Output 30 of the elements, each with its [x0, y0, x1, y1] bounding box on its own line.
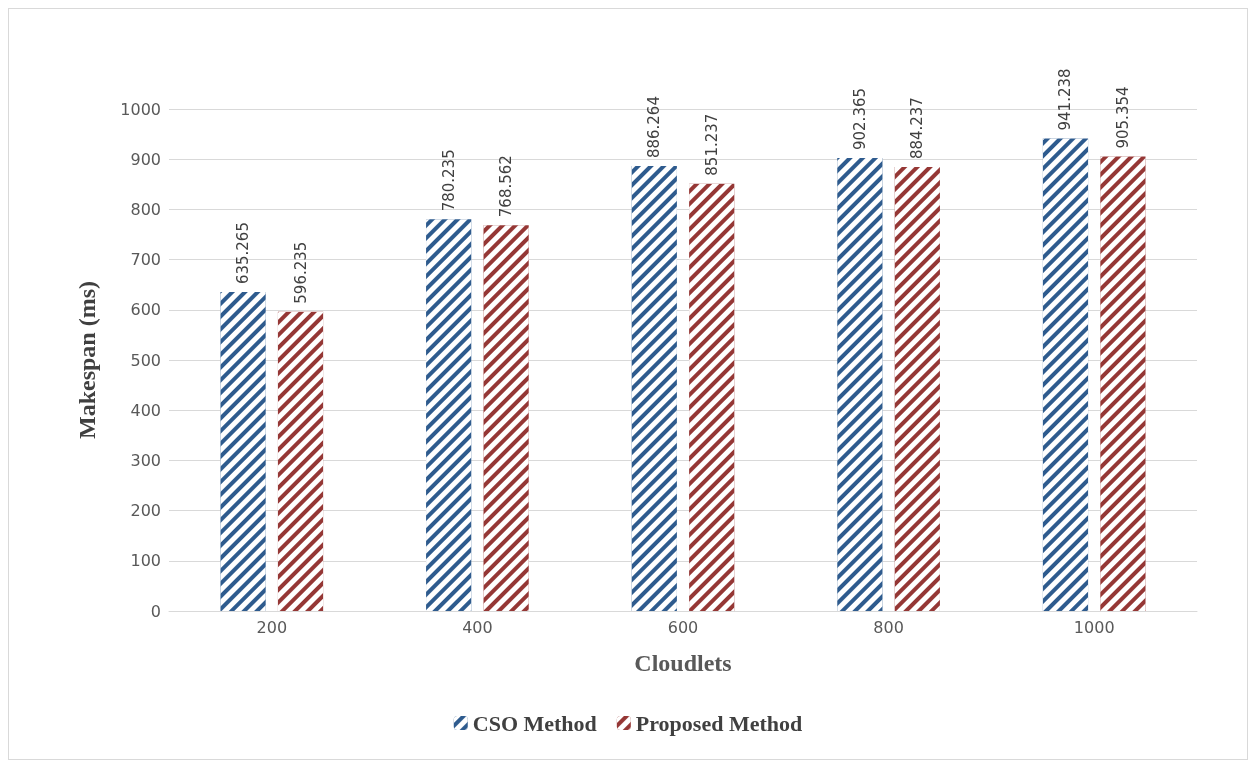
data-label: 941.238 — [1056, 68, 1075, 131]
data-label: 635.265 — [234, 222, 253, 285]
x-tick-label: 800 — [873, 617, 904, 637]
y-tick-label: 200 — [130, 501, 161, 521]
y-tick-label: 300 — [130, 450, 161, 470]
data-label: 596.235 — [291, 241, 310, 304]
data-label: 902.365 — [850, 87, 869, 151]
y-tick-label: 800 — [130, 199, 161, 219]
y-tick-label: 0 — [150, 601, 161, 621]
y-tick-label: 600 — [130, 300, 161, 320]
data-label: 780.235 — [439, 149, 458, 212]
data-label: 851.237 — [702, 113, 721, 176]
y-tick-label: 700 — [130, 250, 161, 270]
x-axis-title: Cloudlets — [634, 650, 732, 676]
data-label: 768.562 — [497, 155, 516, 218]
y-tick-label: 900 — [130, 149, 161, 169]
x-tick-label: 200 — [256, 617, 288, 637]
legend-label: CSO Method — [472, 710, 597, 736]
data-label: 884.237 — [908, 97, 927, 160]
y-tick-label: 1000 — [120, 99, 161, 119]
y-axis-title: Makespan (ms) — [74, 280, 100, 440]
x-tick-label: 600 — [667, 617, 699, 637]
y-tick-label: 100 — [130, 551, 161, 571]
y-tick-label: 500 — [130, 350, 161, 370]
x-tick-label: 400 — [462, 617, 493, 637]
legend-label: Proposed Method — [635, 710, 803, 736]
data-label: 905.354 — [1113, 86, 1132, 149]
x-tick-label: 1000 — [1073, 617, 1115, 637]
y-tick-label: 400 — [130, 400, 161, 420]
data-label: 886.264 — [645, 96, 664, 159]
